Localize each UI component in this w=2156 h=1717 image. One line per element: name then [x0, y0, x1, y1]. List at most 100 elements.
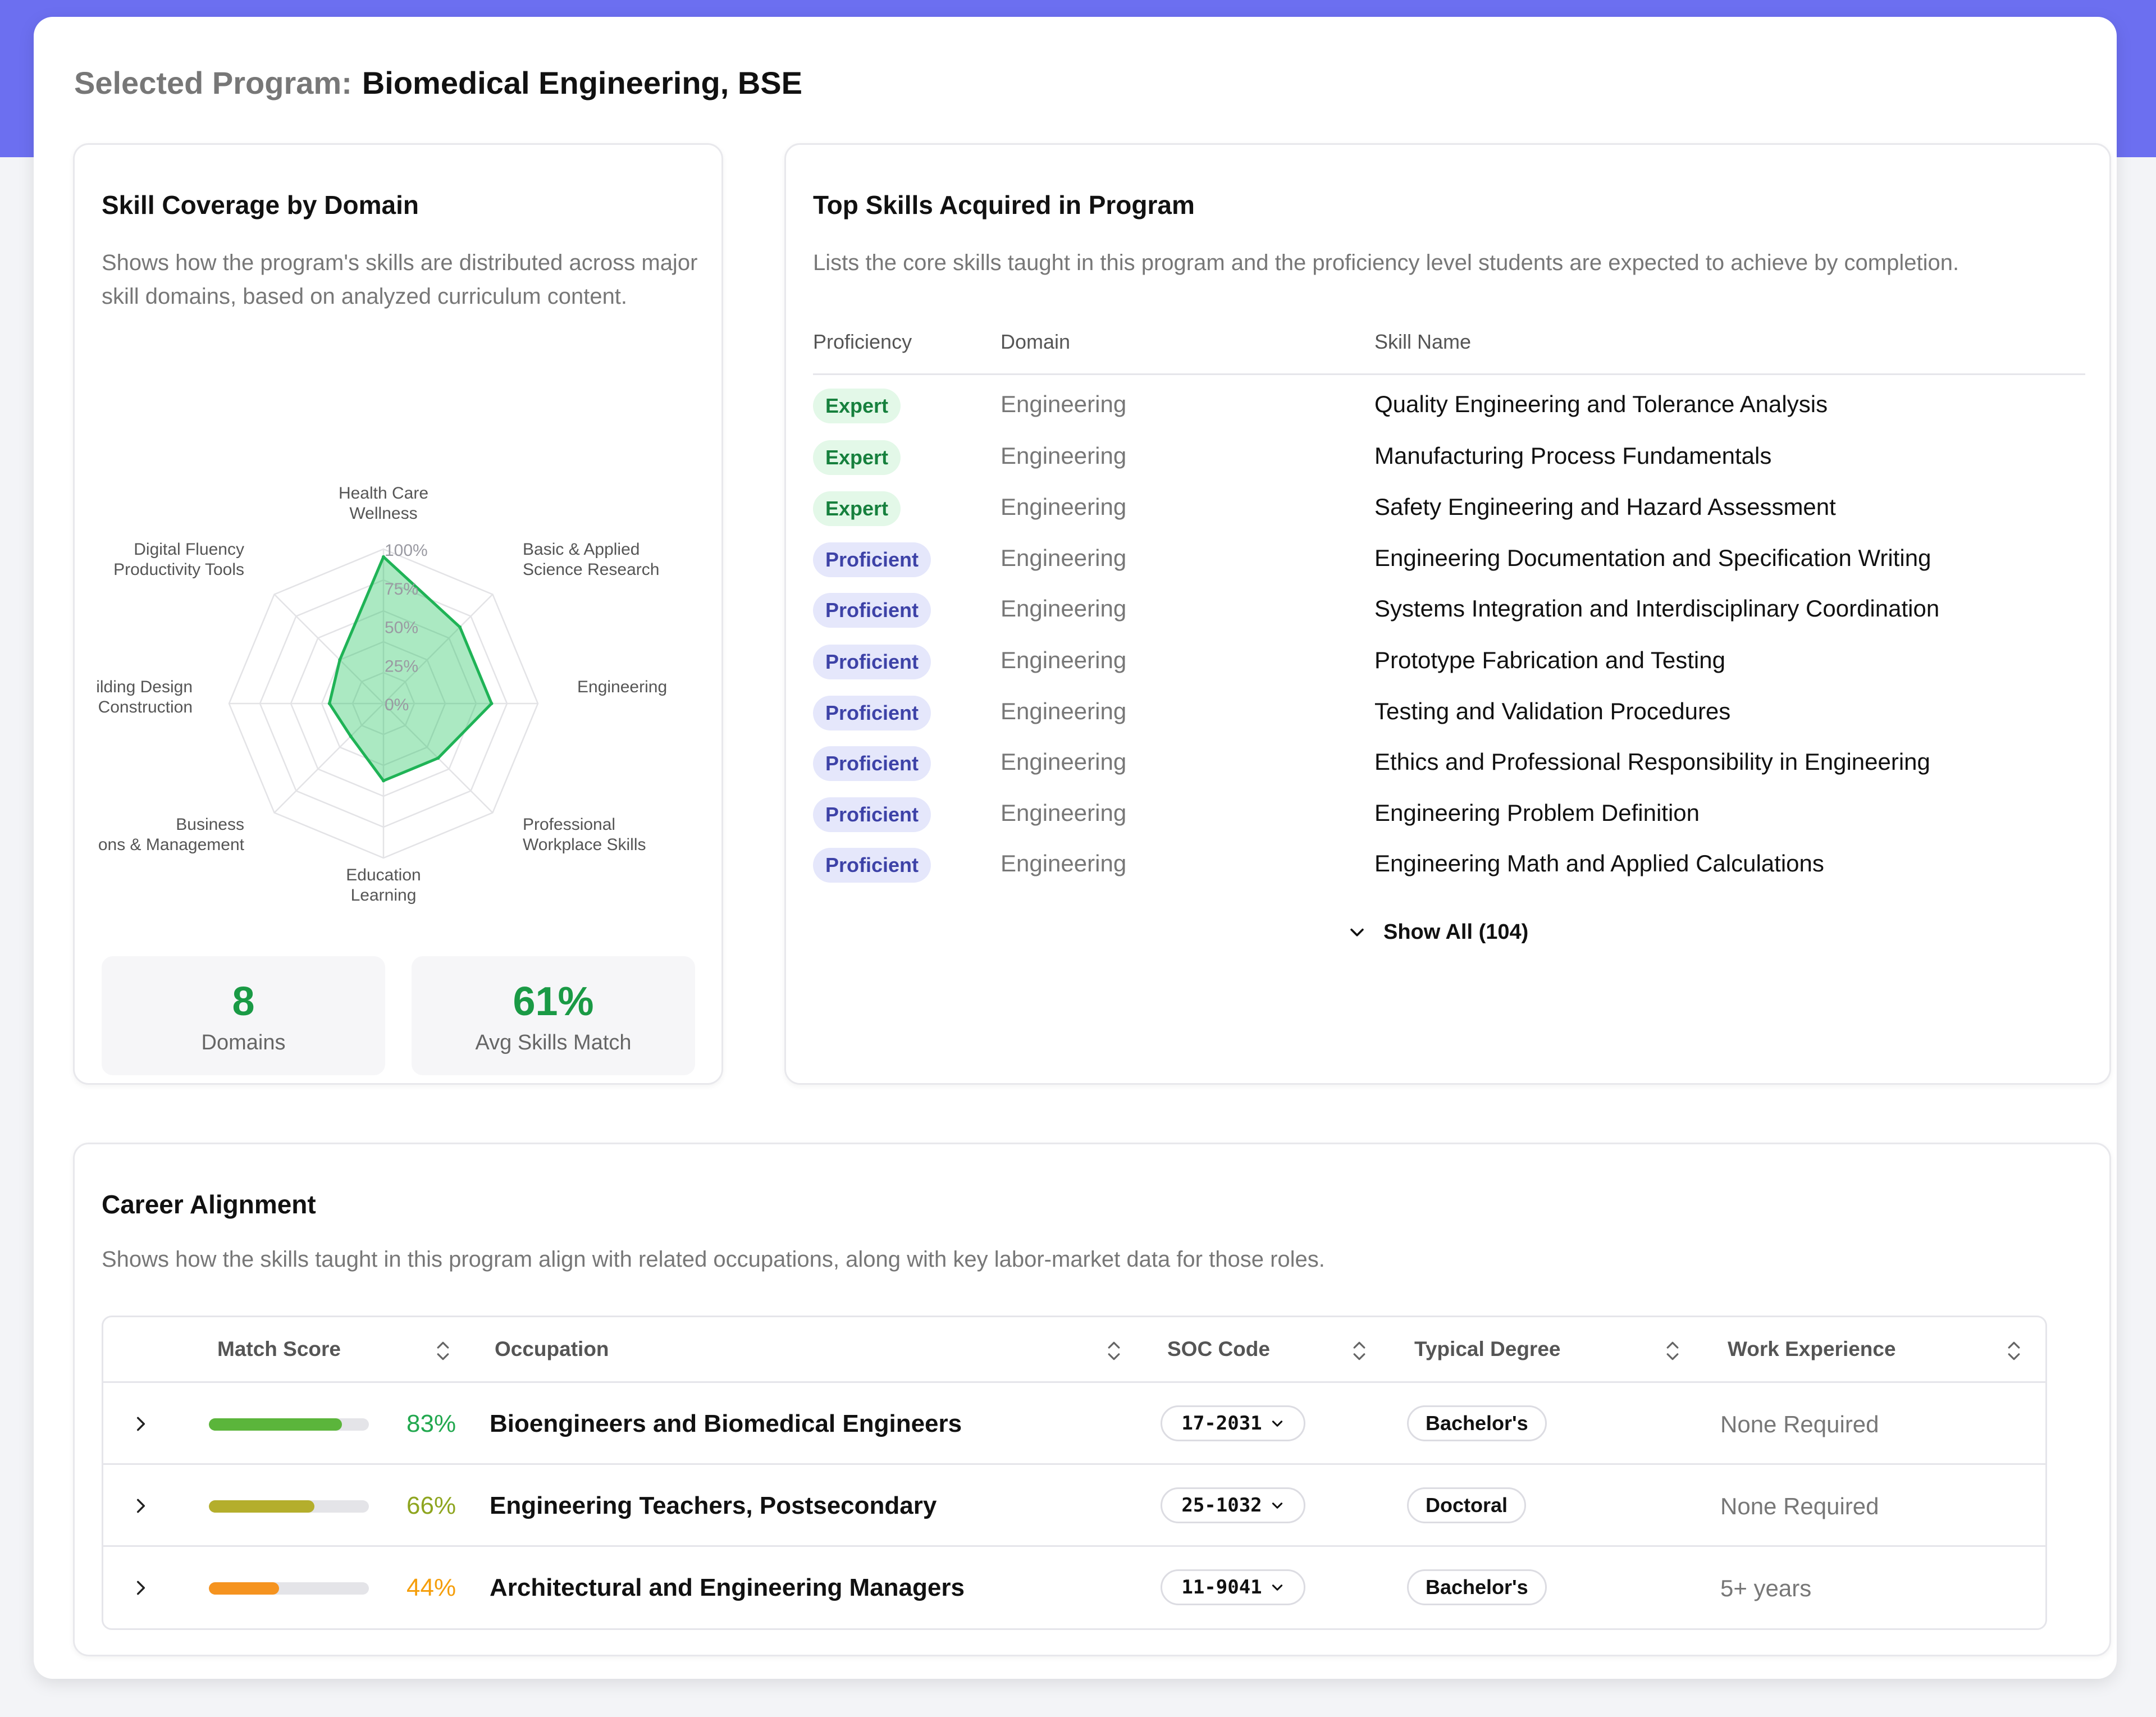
grid-spoke: [273, 703, 384, 814]
avg-match-stat: 61% Avg Skills Match: [412, 956, 695, 1075]
proficiency-badge: Proficient: [813, 645, 931, 679]
table-header: Match Score Occupation SOC Code Typical …: [103, 1317, 2045, 1383]
chevron-down-icon: [1272, 1584, 1282, 1591]
column-header-match-score[interactable]: Match Score: [217, 1337, 341, 1360]
card-description: Shows how the skills taught in this prog…: [102, 1247, 1325, 1272]
data-point: [382, 779, 385, 783]
match-bar-fill: [209, 1582, 280, 1595]
skill-name: Prototype Fabrication and Testing: [1374, 647, 1725, 673]
chevron-right-icon[interactable]: [133, 1495, 149, 1517]
card-title: Top Skills Acquired in Program: [813, 190, 1195, 220]
axis-label: uilding Design k Construction: [97, 678, 193, 716]
card-description: Shows how the program's skills are distr…: [102, 250, 698, 309]
data-point: [382, 555, 385, 559]
sort-icon[interactable]: [1106, 1339, 1122, 1363]
ring-tick-label: 50%: [385, 619, 418, 637]
sort-icon[interactable]: [435, 1339, 451, 1363]
skill-domain: Engineering: [1001, 545, 1127, 571]
data-point: [458, 625, 462, 629]
skill-name: Quality Engineering and Tolerance Analys…: [1374, 391, 1828, 417]
axis-label-line: Business: [176, 815, 244, 834]
axis-label: Engineering: [577, 678, 667, 696]
axis-label-line: Professional: [523, 815, 615, 834]
axis-label-line: Digital Fluency: [134, 540, 244, 559]
skill-domain: Engineering: [1001, 850, 1127, 876]
skill-domain: Engineering: [1001, 442, 1127, 469]
card-description: Lists the core skills taught in this pro…: [813, 250, 1959, 275]
table-row: 66% Engineering Teachers, Postsecondary 25…: [103, 1465, 2045, 1547]
ring-tick-label: 0%: [385, 696, 409, 714]
soc-code-dropdown[interactable]: 17-2031: [1161, 1405, 1305, 1441]
axis-label: Business tions & Management: [97, 815, 245, 854]
axis-label: Education Learning: [346, 866, 421, 905]
skill-name: Testing and Validation Procedures: [1374, 698, 1731, 724]
degree-badge: Bachelor's: [1407, 1569, 1547, 1605]
match-bar-fill: [209, 1418, 342, 1431]
work-experience: 5+ years: [1720, 1575, 1812, 1601]
soc-code: 17-2031: [1181, 1412, 1262, 1435]
match-bar: [209, 1500, 369, 1513]
axis-label: Health Care Wellness: [339, 484, 428, 523]
degree-badge: Bachelor's: [1407, 1405, 1547, 1441]
career-alignment-card: Career Alignment Shows how the skills ta…: [73, 1143, 2111, 1656]
soc-code-dropdown[interactable]: 11-9041: [1161, 1569, 1305, 1605]
sort-icon[interactable]: [2006, 1339, 2022, 1363]
skill-name: Engineering Math and Applied Calculation…: [1374, 850, 1824, 876]
data-point: [349, 734, 353, 738]
occupation-name: Engineering Teachers, Postsecondary: [490, 1492, 937, 1519]
skill-row: Proficient Engineering Testing and Validat…: [786, 688, 2111, 738]
column-header-work-experience[interactable]: Work Experience: [1728, 1337, 1896, 1360]
program-panel: Selected Program: Biomedical Engineering,…: [34, 17, 2117, 1679]
match-bar-fill: [209, 1500, 315, 1513]
soc-code: 25-1032: [1181, 1494, 1262, 1517]
occupation-name: Bioengineers and Biomedical Engineers: [490, 1410, 962, 1437]
skill-domain: Engineering: [1001, 748, 1127, 775]
data-point: [327, 702, 331, 705]
sort-icon[interactable]: [1664, 1339, 1681, 1363]
grid-spoke: [273, 593, 384, 704]
stat-value: 61%: [513, 979, 594, 1024]
match-bar: [209, 1418, 369, 1431]
chevron-right-icon[interactable]: [133, 1413, 149, 1435]
ring-tick-label: 100%: [385, 541, 428, 560]
axis-label-line: Science Research: [523, 560, 659, 579]
data-point: [436, 756, 440, 760]
data-point: [490, 702, 494, 705]
proficiency-badge: Proficient: [813, 746, 931, 781]
chevron-down-icon: [1350, 928, 1364, 937]
column-header-soc-code[interactable]: SOC Code: [1167, 1337, 1270, 1360]
proficiency-badge: Proficient: [813, 848, 931, 883]
axis-label-line: Learning: [351, 886, 417, 905]
chevron-right-icon[interactable]: [133, 1577, 149, 1599]
column-header-typical-degree[interactable]: Typical Degree: [1414, 1337, 1561, 1360]
skill-domain: Engineering: [1001, 647, 1127, 673]
skill-name: Engineering Documentation and Specificat…: [1374, 545, 1931, 571]
soc-code: 11-9041: [1181, 1576, 1262, 1599]
table-row: 83% Bioengineers and Biomedical Engineers…: [103, 1383, 2045, 1465]
axis-label-line: Education: [346, 866, 421, 884]
proficiency-badge: Expert: [813, 389, 901, 423]
show-all-button[interactable]: Show All (104): [1347, 915, 1528, 949]
axis-label-line: Productivity Tools: [113, 560, 244, 579]
column-header-occupation[interactable]: Occupation: [495, 1337, 609, 1360]
work-experience: None Required: [1720, 1493, 1879, 1519]
match-percent: 44%: [406, 1574, 456, 1601]
card-title: Career Alignment: [102, 1190, 316, 1219]
sort-icon[interactable]: [1351, 1339, 1368, 1363]
skill-coverage-card: Skill Coverage by Domain Shows how the p…: [73, 143, 723, 1085]
soc-code-dropdown[interactable]: 25-1032: [1161, 1487, 1305, 1523]
selected-program-name: Biomedical Engineering, BSE: [362, 65, 803, 101]
skill-domain: Engineering: [1001, 800, 1127, 826]
skill-name: Manufacturing Process Fundamentals: [1374, 442, 1772, 469]
degree-badge: Doctoral: [1407, 1487, 1527, 1523]
occupation-name: Architectural and Engineering Managers: [490, 1574, 965, 1601]
match-percent: 66%: [406, 1492, 456, 1519]
grid-spoke: [383, 593, 494, 704]
ring-tick-label: 75%: [385, 580, 418, 599]
skill-domain: Engineering: [1001, 391, 1127, 417]
skill-row: Proficient Engineering Ethics and Professi…: [786, 738, 2111, 789]
skill-name: Ethics and Professional Responsibility i…: [1374, 748, 1930, 775]
skill-row: Proficient Engineering Engineering Documen…: [786, 535, 2111, 585]
radar-chart: 0% 25% 50% 75% 100% Health Care Wellness Basic …: [97, 484, 667, 905]
skill-row: Expert Engineering Manufacturing Process F…: [786, 432, 2111, 483]
